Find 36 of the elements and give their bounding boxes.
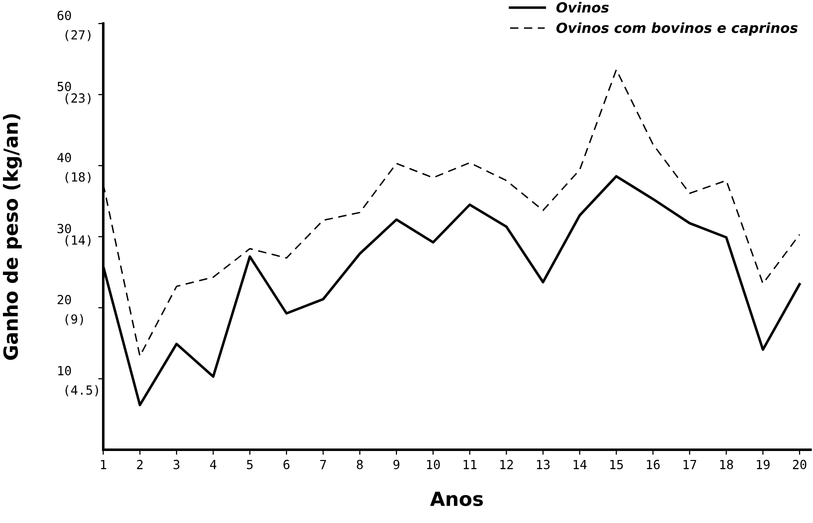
y2-tick-label: (27) [66, 30, 90, 42]
x-tick-label: 17 [684, 460, 696, 470]
x-tick-label: 10 [427, 460, 440, 470]
y-axis-title: Ganho de peso (kg/an) [2, 114, 22, 360]
x-tick-label: 9 [393, 460, 400, 470]
x-tick-label: 4 [210, 460, 216, 470]
x-tick-label: 7 [320, 460, 326, 470]
y2-tick-label: (9) [66, 314, 83, 326]
y-tick-label: 40 [57, 152, 71, 162]
x-tick-label: 13 [537, 460, 550, 470]
x-tick-label: 6 [284, 460, 290, 470]
y2-tick-label: (4.5) [66, 385, 98, 396]
x-tick-label: 11 [464, 460, 476, 470]
y-tick-label: 20 [58, 294, 71, 304]
y-tick-label: 10 [58, 366, 71, 376]
y-tick-label: 50 [58, 82, 71, 92]
x-tick-label: 15 [610, 460, 623, 470]
x-tick-label: 19 [756, 460, 770, 470]
x-tick-label: 3 [174, 460, 180, 470]
x-tick-label: 14 [574, 460, 587, 470]
x-tick-label: 16 [646, 460, 660, 470]
x-tick-label: 5 [246, 460, 253, 470]
x-tick-label: 2 [137, 460, 143, 470]
x-axis-title: Anos [430, 492, 483, 506]
y2-tick-label: (18) [66, 172, 90, 184]
x-tick-label: 12 [500, 460, 513, 470]
x-tick-label: 20 [792, 460, 806, 470]
y-tick-label: 30 [58, 224, 71, 234]
x-tick-label: 1 [100, 460, 106, 470]
y2-tick-label: (14) [66, 235, 90, 246]
x-tick-label: 8 [356, 460, 363, 470]
x-tick-label: 18 [720, 460, 733, 470]
legend-label: Ovinos com bovinos e caprinos [556, 22, 798, 36]
y-tick-label: 60 [58, 10, 71, 20]
legend-label: Ovinos [556, 2, 609, 13]
y2-tick-label: (23) [66, 93, 90, 104]
